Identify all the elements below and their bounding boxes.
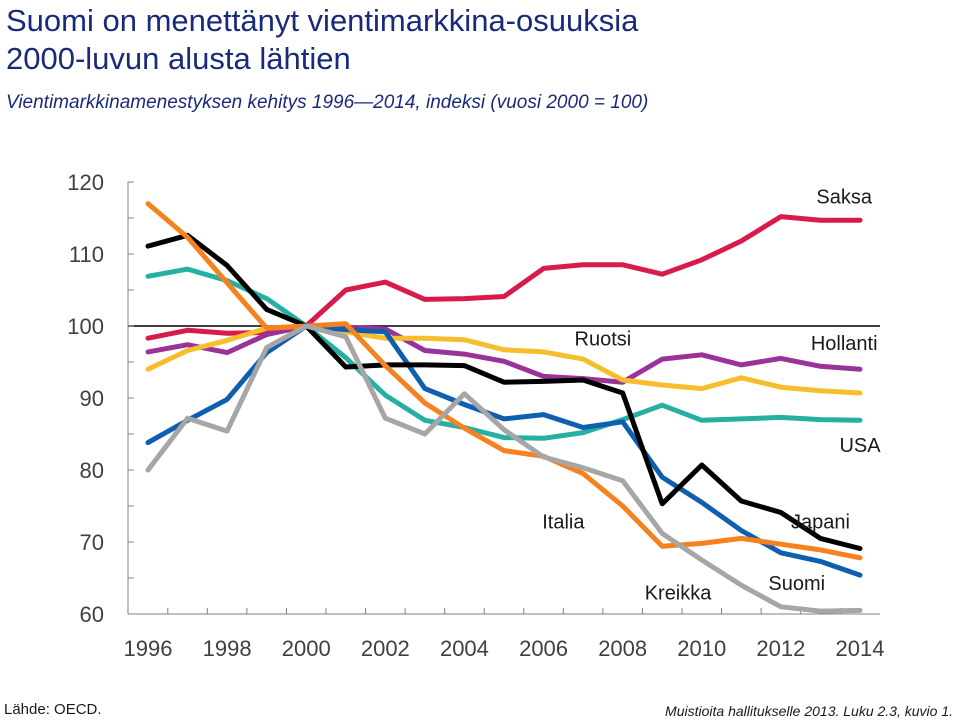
y-tick-label: 120 <box>67 170 104 195</box>
title-line-1: Suomi on menettänyt vientimarkkina-osuuk… <box>6 3 639 38</box>
y-tick-label: 70 <box>80 530 104 555</box>
series-label-italia: Italia <box>542 511 585 533</box>
x-tick-label: 2002 <box>361 636 410 661</box>
chart-series <box>145 201 863 614</box>
series-line-kreikka <box>145 323 863 614</box>
series-line-italia <box>145 201 863 561</box>
x-tick-label: 2006 <box>519 636 568 661</box>
chart-title: Suomi on menettänyt vientimarkkina-osuuk… <box>6 2 638 78</box>
chart-axes: 120 110 100 90 80 70 60 1996 1998 2000 2002 2004 200… <box>67 170 884 661</box>
x-tick-label: 2000 <box>282 636 331 661</box>
y-tick-label: 60 <box>80 602 104 627</box>
series-label-ruotsi: Ruotsi <box>575 328 632 350</box>
x-tick-label: 2010 <box>677 636 726 661</box>
x-tick-label: 2012 <box>756 636 805 661</box>
y-tick-label: 100 <box>67 314 104 339</box>
series-line-usa <box>145 266 863 441</box>
source-note: Lähde: OECD. <box>4 701 102 718</box>
series-line-hollanti <box>145 323 863 385</box>
x-tick-label: 2014 <box>836 636 885 661</box>
publication-note: Muistioita hallitukselle 2013. Luku 2.3,… <box>665 703 953 719</box>
chart-labels: Saksa Ruotsi Hollanti USA Italia Japani Kreikk… <box>542 187 881 605</box>
title-line-2: 2000-luvun alusta lähtien <box>6 41 351 76</box>
y-tick-label: 90 <box>80 386 104 411</box>
x-tick-label: 1996 <box>124 636 173 661</box>
series-label-usa: USA <box>839 435 881 457</box>
series-label-kreikka: Kreikka <box>645 583 713 605</box>
series-label-japani: Japani <box>791 511 850 533</box>
x-tick-label: 1998 <box>203 636 252 661</box>
x-tick-label: 2008 <box>598 636 647 661</box>
chart-subtitle: Vientimarkkinamenestyksen kehitys 1996—2… <box>6 92 649 113</box>
x-tick-label: 2004 <box>440 636 489 661</box>
series-line-saksa <box>145 214 863 341</box>
series-line-suomi <box>145 232 863 551</box>
series-label-suomi: Suomi <box>768 573 825 595</box>
series-label-saksa: Saksa <box>816 187 872 209</box>
series-label-hollanti: Hollanti <box>811 333 878 355</box>
y-tick-label: 110 <box>69 242 104 267</box>
y-tick-label: 80 <box>80 458 104 483</box>
